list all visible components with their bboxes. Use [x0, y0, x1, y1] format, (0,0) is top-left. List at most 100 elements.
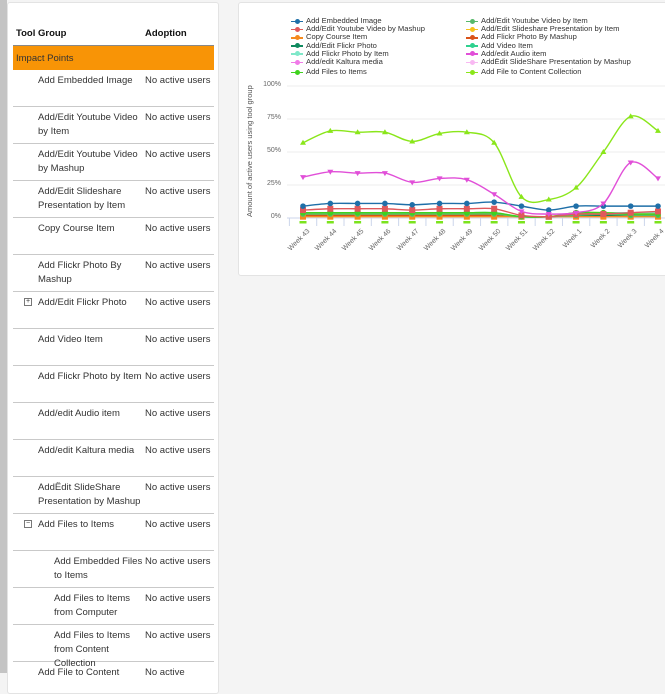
legend-item[interactable]: Add/Edit Youtube Video by Mashup [291, 24, 466, 33]
triangle-down-marker-icon[interactable] [381, 171, 388, 177]
adoption-cell: No active users [145, 334, 211, 345]
triangle-marker-icon[interactable] [518, 193, 525, 199]
header-adoption[interactable]: Adoption [145, 27, 187, 39]
table-row[interactable]: − Add Files to Items No active users [13, 514, 214, 551]
circle-marker-icon[interactable] [464, 200, 470, 207]
triangle-marker-icon[interactable] [436, 130, 443, 136]
square-marker-icon[interactable] [627, 209, 634, 216]
legend-item[interactable]: AddËdit SlideShare Presentation by Mashu… [466, 57, 665, 66]
triangle-down-marker-icon[interactable] [436, 176, 443, 182]
triangle-down-marker-icon[interactable] [545, 212, 552, 218]
square-marker-icon[interactable] [300, 207, 306, 214]
circle-marker-icon[interactable] [545, 207, 552, 213]
legend-item[interactable]: Add Video Item [466, 41, 665, 50]
table-row[interactable]: Add Flickr Photo by Item No active users [13, 366, 214, 403]
triangle-down-marker-icon[interactable] [463, 177, 470, 183]
table-row[interactable]: Add Files to Items from Content Collecti… [13, 625, 214, 669]
adoption-cell: No active users [145, 112, 211, 123]
table-row[interactable]: Add/Edit Slideshare Presentation by Item… [13, 181, 214, 218]
chart-legend: Add Embedded Image Add/Edit Youtube Video… [291, 16, 665, 76]
triangle-down-marker-icon[interactable] [518, 209, 525, 215]
legend-item[interactable]: Add/edit Kaltura media [291, 57, 466, 66]
legend-item[interactable]: Add Files to Items [291, 68, 466, 76]
triangle-marker-icon[interactable] [627, 113, 634, 119]
triangle-marker-icon[interactable] [491, 139, 498, 145]
legend-marker-icon [291, 51, 303, 57]
circle-marker-icon[interactable] [518, 203, 525, 209]
triangle-down-marker-icon[interactable] [573, 210, 580, 216]
triangle-marker-icon[interactable] [573, 184, 580, 190]
series-line[interactable] [302, 161, 659, 215]
square-marker-icon[interactable] [354, 205, 361, 212]
triangle-marker-icon[interactable] [354, 129, 361, 135]
square-marker-icon[interactable] [327, 205, 334, 212]
table-row[interactable]: Add/Edit Youtube Video by Mashup No activ… [13, 144, 214, 181]
table-row[interactable]: Add/edit Kaltura media No active users [13, 440, 214, 477]
triangle-marker-icon[interactable] [381, 129, 388, 135]
table-row[interactable]: + Add/Edit Flickr Photo No active users [13, 292, 214, 329]
table-row[interactable]: Add Embedded Files to Items No active use… [13, 551, 214, 588]
square-marker-icon[interactable] [655, 208, 661, 215]
legend-item[interactable]: Add/edit Audio item [466, 49, 665, 58]
y-tick-label: 75% [266, 114, 281, 121]
triangle-marker-icon[interactable] [463, 129, 470, 135]
expand-icon[interactable]: + [24, 298, 32, 306]
tool-name-cell: Add Flickr Photo by Item [13, 370, 145, 402]
circle-marker-icon[interactable] [627, 203, 634, 209]
square-marker-icon[interactable] [600, 211, 607, 218]
circle-marker-icon[interactable] [436, 200, 443, 207]
adoption-cell: No active users [145, 75, 211, 86]
triangle-down-marker-icon[interactable] [600, 201, 607, 207]
legend-item[interactable]: Add/Edit Flickr Photo [291, 41, 466, 50]
triangle-marker-icon[interactable] [545, 196, 552, 202]
table-row[interactable]: Add/Edit Youtube Video by Item No active … [13, 107, 214, 144]
triangle-down-marker-icon[interactable] [409, 180, 416, 186]
collapse-icon[interactable]: − [24, 520, 32, 528]
legend-label: Add Flickr Photo by Item [306, 48, 389, 58]
table-row[interactable]: Copy Course Item No active users [13, 218, 214, 255]
series-line[interactable] [302, 115, 659, 204]
square-marker-icon[interactable] [436, 205, 443, 212]
triangle-down-marker-icon[interactable] [655, 176, 661, 182]
circle-marker-icon[interactable] [655, 203, 661, 209]
triangle-down-marker-icon[interactable] [300, 175, 306, 181]
table-row[interactable]: Add Files to Items from Computer No activ… [13, 588, 214, 625]
square-marker-icon[interactable] [491, 205, 498, 212]
triangle-marker-icon[interactable] [327, 127, 334, 133]
group-row-impact-points[interactable]: Impact Points [13, 45, 214, 70]
table-row[interactable]: Add Video Item No active users [13, 329, 214, 366]
legend-item[interactable]: Add File to Content Collection [466, 68, 665, 76]
table-row[interactable]: AddËdit SlideShare Presentation by Mashu… [13, 477, 214, 514]
circle-marker-icon[interactable] [409, 202, 416, 208]
circle-marker-icon[interactable] [327, 200, 334, 207]
circle-marker-icon[interactable] [382, 200, 388, 207]
square-marker-icon[interactable] [409, 207, 416, 214]
legend-item[interactable]: Add Embedded Image [291, 16, 466, 25]
triangle-down-marker-icon[interactable] [491, 192, 498, 198]
table-row[interactable]: Add Flickr Photo By Mashup No active user… [13, 255, 214, 292]
legend-item[interactable]: Add Flickr Photo by Item [291, 48, 466, 58]
table-row[interactable]: Add Embedded Image No active users [13, 70, 214, 107]
square-marker-icon[interactable] [463, 205, 470, 212]
adoption-cell: No active users [145, 149, 211, 160]
circle-marker-icon[interactable] [491, 199, 497, 205]
table-row[interactable]: Add/edit Audio item No active users [13, 403, 214, 440]
table-row[interactable]: Add File to Content No active [13, 662, 214, 693]
triangle-down-marker-icon[interactable] [627, 160, 634, 166]
legend-item[interactable]: Add Flickr Photo By Mashup [466, 33, 665, 41]
triangle-down-marker-icon[interactable] [327, 169, 334, 175]
header-tool-group[interactable]: Tool Group [16, 27, 67, 39]
triangle-marker-icon[interactable] [600, 149, 607, 154]
legend-item[interactable]: Add/Edit Youtube Video by Item [466, 16, 665, 25]
square-marker-icon[interactable] [518, 212, 525, 219]
square-marker-icon[interactable] [381, 205, 388, 212]
triangle-down-marker-icon[interactable] [354, 171, 361, 177]
circle-marker-icon[interactable] [354, 200, 361, 207]
triangle-marker-icon[interactable] [655, 127, 661, 133]
triangle-marker-icon[interactable] [409, 138, 416, 144]
legend-item[interactable]: Add/Edit Slideshare Presentation by Item [466, 24, 665, 33]
triangle-marker-icon[interactable] [300, 139, 306, 145]
legend-item[interactable]: Copy Course Item [291, 33, 466, 41]
circle-marker-icon[interactable] [300, 203, 306, 209]
circle-marker-icon[interactable] [573, 203, 579, 209]
